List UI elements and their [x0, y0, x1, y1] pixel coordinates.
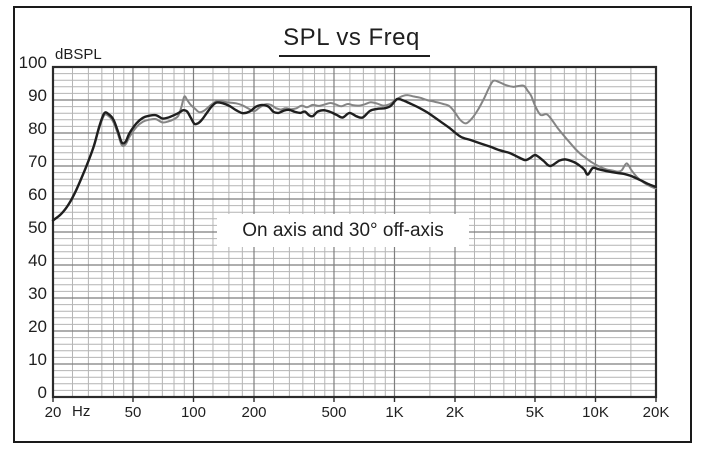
axis-border	[51, 65, 658, 399]
x-axis-unit-label: Hz	[72, 403, 91, 420]
y-axis-unit-label: dBSPL	[55, 46, 102, 63]
x-tick-label: 50	[125, 404, 142, 421]
curves	[51, 79, 657, 222]
y-tick-label: 90	[28, 86, 47, 105]
y-tick-label: 80	[28, 119, 47, 138]
annotation-box: On axis and 30° off-axis	[217, 214, 469, 247]
chart-title: SPL vs Freq	[279, 24, 430, 57]
y-tick-label: 30	[28, 284, 47, 303]
x-tick-label: 100	[181, 404, 206, 421]
y-tick-label: 60	[28, 185, 47, 204]
x-tick-label: 1K	[385, 404, 403, 421]
x-tick-label: 200	[241, 404, 266, 421]
y-tick-label: 100	[19, 53, 47, 72]
x-tick-label: 10K	[582, 404, 609, 421]
x-tick-label: 20	[45, 404, 62, 421]
y-tick-label: 40	[28, 251, 47, 270]
annotation-text: On axis and 30° off-axis	[242, 219, 444, 241]
chart-title-wrap: SPL vs Freq	[53, 24, 656, 57]
y-tick-label: 20	[28, 317, 47, 336]
outer-frame	[13, 6, 692, 443]
y-tick-label: 50	[28, 218, 47, 237]
curve-black-trace	[51, 97, 657, 222]
x-tick-label: 2K	[446, 404, 464, 421]
x-tick-labels: 20 50 100 200 500 1K 2K 5K 10K 20K	[45, 404, 670, 421]
curve-gray-trace	[52, 79, 657, 222]
x-tick-label: 500	[321, 404, 346, 421]
y-tick-label: 0	[38, 383, 47, 402]
plot-border	[51, 65, 658, 402]
y-tick-label: 10	[28, 350, 47, 369]
y-tick-labels: 0 10 20 30 40 50 60 70 80 90 100	[19, 53, 47, 402]
y-tick-label: 70	[28, 152, 47, 171]
x-tick-label: 20K	[643, 404, 670, 421]
x-tick-label: 5K	[526, 404, 544, 421]
